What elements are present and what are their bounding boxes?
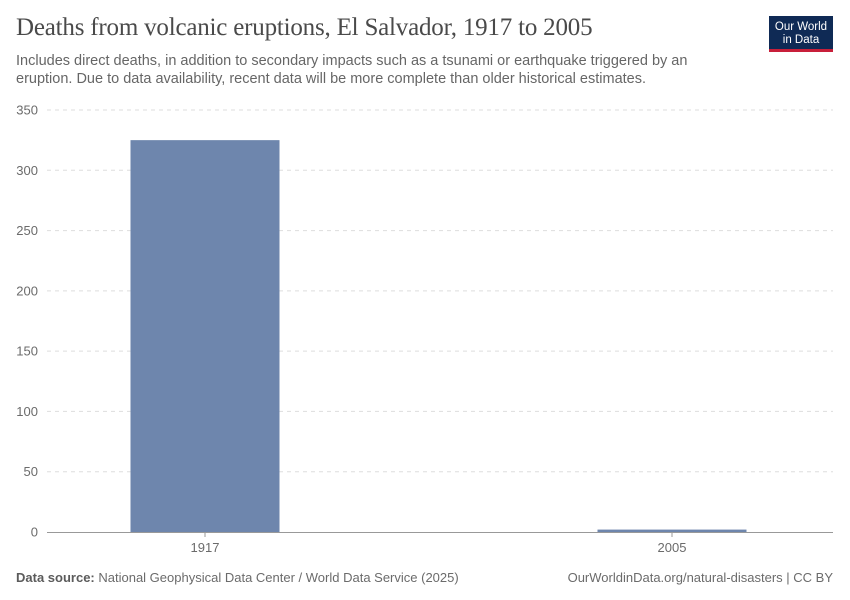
data-source-label: Data source: (16, 570, 95, 585)
y-tick-label: 300 (16, 163, 38, 178)
data-source: Data source: National Geophysical Data C… (16, 570, 459, 585)
owid-logo[interactable]: Our World in Data (769, 16, 833, 52)
y-tick-label: 350 (16, 103, 38, 118)
data-source-text: National Geophysical Data Center / World… (98, 570, 459, 585)
x-tick-label: 1917 (191, 540, 220, 555)
bar-1917[interactable] (130, 140, 280, 532)
y-tick-label: 250 (16, 223, 38, 238)
bars (130, 140, 747, 532)
source-link[interactable]: OurWorldinData.org/natural-disasters | C… (567, 570, 833, 585)
x-tick-label: 2005 (658, 540, 687, 555)
y-tick-label: 50 (24, 464, 38, 479)
logo-line-1: Our World (774, 21, 828, 33)
y-tick-label: 100 (16, 404, 38, 419)
x-axis-ticks: 1917 2005 (191, 532, 687, 555)
logo-line-2: in Data (782, 34, 820, 46)
y-axis-ticks: 0 50 100 150 200 250 300 350 (16, 103, 38, 540)
y-tick-label: 0 (31, 525, 38, 540)
bar-2005[interactable] (597, 529, 747, 532)
chart-title: Deaths from volcanic eruptions, El Salva… (16, 14, 593, 41)
chart-subtitle: Includes direct deaths, in addition to s… (16, 53, 688, 87)
y-tick-label: 150 (16, 344, 38, 359)
y-tick-label: 200 (16, 283, 38, 298)
